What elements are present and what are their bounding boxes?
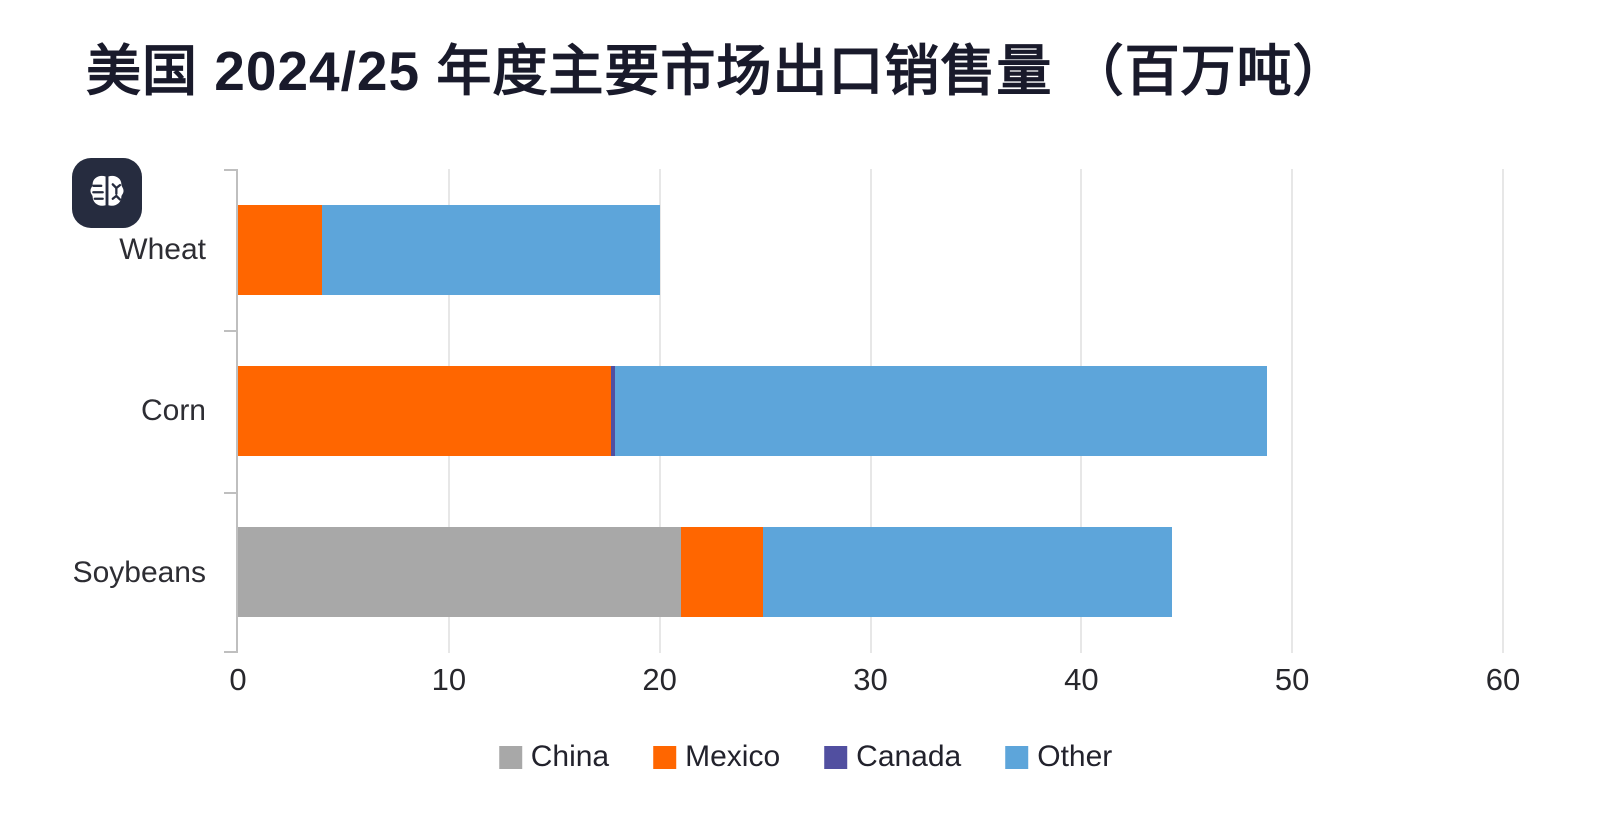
- gridline-x-50: [1291, 169, 1294, 653]
- legend-item-other: Other: [1005, 740, 1112, 774]
- y-label-corn: Corn: [140, 393, 206, 427]
- legend-item-canada: Canada: [824, 740, 961, 774]
- y-label-wheat: Wheat: [119, 232, 206, 266]
- y-axis-line: [236, 169, 238, 653]
- bar-segment-wheat-other: [322, 205, 660, 295]
- y-axis-tick-3: [224, 651, 238, 653]
- x-label-0: 0: [229, 662, 247, 697]
- x-axis-labels: 0 10 20 30 40 50 60: [229, 662, 1520, 706]
- bar-segment-wheat-mexico: [238, 205, 323, 295]
- bar-segment-soybeans-china: [238, 527, 681, 617]
- y-axis-tick-2: [224, 492, 238, 494]
- chart-title: 美国 2024/25 年度主要市场出口销售量 （百万吨）: [86, 40, 1349, 102]
- legend-label-other: Other: [1037, 740, 1113, 773]
- legend-swatch-other: [1005, 745, 1029, 769]
- bar-segment-corn-canada: [611, 366, 616, 456]
- ai-brain-badge: [72, 158, 142, 228]
- x-label-40: 40: [1064, 662, 1099, 697]
- bar-corn: [238, 366, 1267, 456]
- bar-segment-corn-other: [615, 366, 1267, 456]
- y-axis-tick-1: [224, 330, 238, 332]
- bar-wheat: [238, 205, 660, 295]
- x-label-50: 50: [1274, 662, 1310, 697]
- legend-swatch-mexico: [653, 745, 677, 769]
- x-label-30: 30: [853, 662, 888, 697]
- legend: China Mexico Canada Other: [498, 740, 1112, 774]
- y-label-soybeans: Soybeans: [72, 555, 206, 589]
- bar-segment-soybeans-mexico: [680, 527, 763, 617]
- legend-swatch-china: [498, 745, 522, 769]
- x-label-60: 60: [1485, 662, 1521, 697]
- legend-label-china: China: [530, 740, 610, 773]
- y-axis-tick-0: [224, 169, 238, 171]
- x-label-10: 10: [431, 662, 467, 697]
- gridline-x-60: [1502, 169, 1504, 653]
- legend-swatch-canada: [824, 745, 848, 769]
- legend-label-mexico: Mexico: [685, 740, 781, 773]
- legend-item-china: China: [498, 740, 610, 774]
- plot-area: [224, 169, 1504, 653]
- y-axis-labels: Wheat Corn Soybeans: [0, 169, 206, 653]
- bar-segment-corn-mexico: [238, 366, 612, 456]
- bar-segment-soybeans-other: [762, 527, 1172, 617]
- brain-icon: [90, 175, 124, 206]
- x-label-20: 20: [642, 662, 677, 697]
- bar-soybeans: [238, 527, 1172, 617]
- legend-item-mexico: Mexico: [653, 740, 780, 774]
- legend-label-canada: Canada: [856, 740, 962, 773]
